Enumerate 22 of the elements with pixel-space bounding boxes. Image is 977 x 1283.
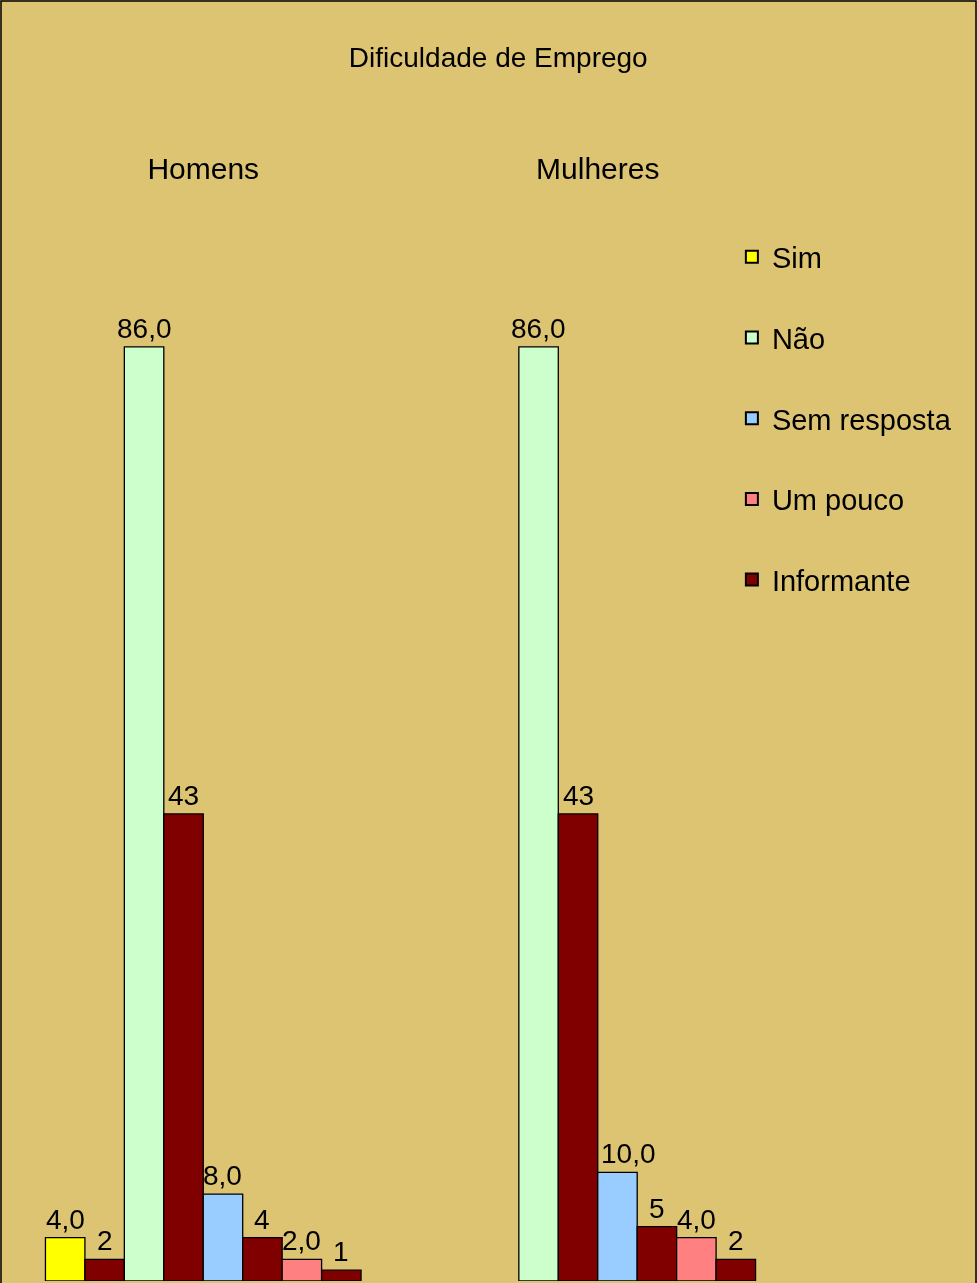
data-label: 43	[168, 780, 200, 811]
legend-label: Não	[771, 322, 826, 355]
data-label: 4,0	[677, 1204, 716, 1235]
chart-title: Dificuldade de Emprego	[348, 41, 648, 73]
data-label: 2	[728, 1225, 744, 1256]
data-label: 86,0	[117, 313, 172, 344]
x-tick-label: Homens	[147, 152, 260, 185]
data-label: 43	[563, 780, 595, 811]
data-label: 2,0	[282, 1225, 321, 1256]
data-label: 4	[254, 1204, 270, 1235]
data-label: 2	[97, 1225, 113, 1256]
legend-label: Sim	[771, 242, 822, 275]
data-label: 5	[649, 1193, 665, 1224]
legend-label: Informante	[771, 564, 911, 597]
data-label: 8,0	[203, 1160, 242, 1191]
x-tick-label: Mulheres	[536, 152, 660, 185]
data-label: 4,0	[46, 1204, 85, 1235]
data-label: 1	[333, 1236, 349, 1267]
legend-label: Um pouco	[771, 484, 905, 517]
data-label: 86,0	[511, 313, 566, 344]
data-label: 10,0	[601, 1138, 656, 1169]
legend-label: Sem resposta	[771, 403, 952, 436]
